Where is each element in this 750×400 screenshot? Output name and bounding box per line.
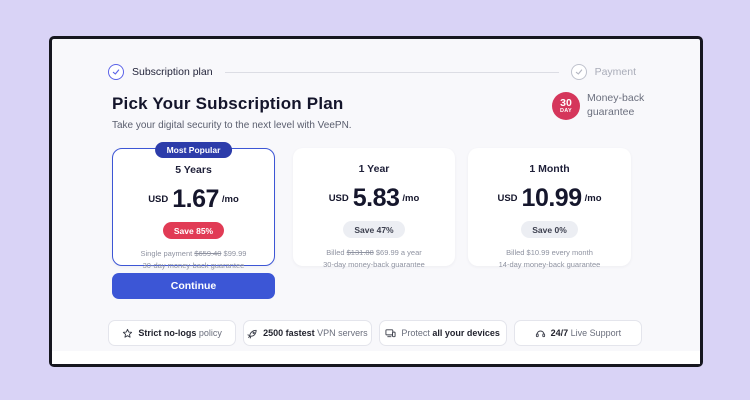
stepper-connector-line bbox=[224, 71, 559, 73]
new-price: $69.99 bbox=[375, 248, 399, 257]
guarantee-text: 30-day money-back guarantee bbox=[323, 259, 425, 269]
guarantee-text: 14-day money-back guarantee bbox=[498, 259, 601, 269]
guarantee-days: 30 bbox=[560, 96, 572, 109]
save-badge: Save 85% bbox=[162, 222, 225, 239]
checkout-stepper: Subscription plan Payment bbox=[108, 63, 636, 81]
plan-term: 1 Month bbox=[529, 163, 570, 175]
guarantee-30-day-seal-icon: 30 DAY bbox=[552, 92, 580, 120]
app-window: Subscription plan Payment Pick Your Subs… bbox=[49, 36, 703, 367]
headset-icon bbox=[535, 330, 545, 337]
feature-protect-devices: Protect all your devices bbox=[378, 320, 507, 346]
price-currency: USD bbox=[148, 194, 169, 205]
check-circle-icon bbox=[570, 64, 587, 80]
price-value: 5.83 bbox=[352, 184, 400, 212]
continue-button[interactable]: Continue bbox=[112, 273, 275, 299]
money-back-guarantee-badge: 30 DAY Money-back guarantee bbox=[552, 92, 649, 120]
guarantee-unit: DAY bbox=[559, 108, 572, 114]
feature-fast-servers: 2500 fastest VPN servers bbox=[243, 320, 372, 346]
price-period: /mo bbox=[221, 194, 239, 205]
feature-no-logs-policy: Strict no-logs policy bbox=[108, 320, 237, 346]
stepper-step-label: Payment bbox=[594, 66, 636, 78]
price-period: /mo bbox=[402, 193, 420, 204]
price-currency: USD bbox=[328, 193, 349, 204]
check-circle-icon bbox=[108, 64, 124, 80]
star-icon bbox=[123, 328, 133, 338]
guarantee-label: Money-back guarantee bbox=[587, 92, 645, 118]
devices-icon bbox=[385, 328, 396, 337]
plan-price: USD 10.99 /mo bbox=[497, 184, 601, 213]
stepper-step-label: Subscription plan bbox=[132, 66, 213, 78]
billing-details: Billed $10.99 every month 14-day money-b… bbox=[498, 248, 601, 269]
stepper-step-subscription-plan: Subscription plan bbox=[108, 64, 213, 80]
plan-card-5-years[interactable]: Most Popular 5 Years USD 1.67 /mo Save 8… bbox=[112, 141, 275, 270]
save-badge: Save 0% bbox=[521, 221, 578, 238]
price-currency: USD bbox=[497, 193, 518, 204]
save-badge: Save 47% bbox=[343, 221, 405, 238]
rocket-icon bbox=[247, 329, 257, 339]
feature-chips-row: Strict no-logs policy 2500 fastest VPN s… bbox=[108, 320, 642, 346]
page-subtitle: Take your digital security to the next l… bbox=[112, 120, 352, 131]
new-price: $10.99 bbox=[526, 248, 550, 257]
plan-price: USD 5.83 /mo bbox=[329, 184, 420, 213]
billing-details: Billed $131.88 $69.99 a year 30-day mone… bbox=[323, 248, 425, 269]
old-price: $659.40 bbox=[194, 249, 222, 258]
old-price: $131.88 bbox=[346, 248, 374, 257]
billing-details: Single payment $659.40 $99.99 30-day mon… bbox=[140, 249, 247, 270]
guarantee-text: 30-day money-back guarantee bbox=[142, 260, 245, 270]
window-bottom-strip bbox=[52, 351, 700, 364]
most-popular-badge: Most Popular bbox=[154, 141, 233, 158]
plan-card-1-month[interactable]: 1 Month USD 10.99 /mo Save 0% Billed $10… bbox=[468, 148, 631, 269]
price-value: 10.99 bbox=[521, 184, 583, 212]
price-value: 1.67 bbox=[172, 185, 219, 213]
price-period: /mo bbox=[584, 193, 602, 204]
new-price: $99.99 bbox=[223, 249, 247, 258]
plan-price: USD 1.67 /mo bbox=[148, 185, 239, 214]
plan-term: 1 Year bbox=[358, 163, 390, 175]
plan-term: 5 Years bbox=[175, 164, 212, 176]
stepper-step-payment: Payment bbox=[570, 64, 636, 80]
feature-live-support: 24/7 Live Support bbox=[513, 320, 642, 346]
page-title: Pick Your Subscription Plan bbox=[112, 94, 344, 113]
plan-card-1-year[interactable]: 1 Year USD 5.83 /mo Save 47% Billed $131… bbox=[293, 148, 455, 269]
